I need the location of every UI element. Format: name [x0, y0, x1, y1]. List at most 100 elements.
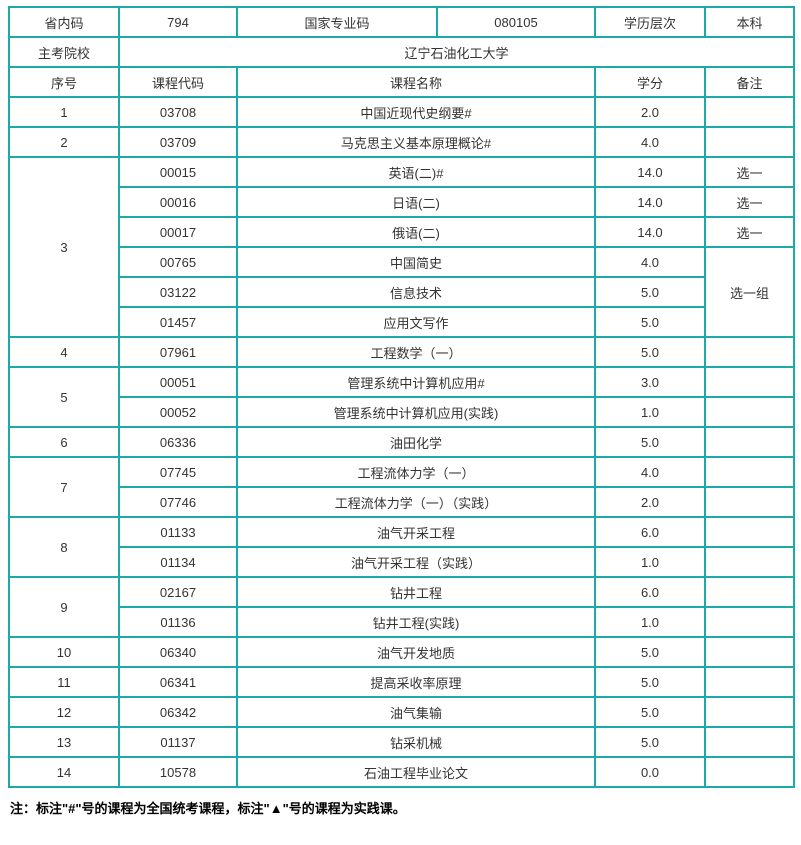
cell: [704, 126, 795, 158]
cell: 10578: [118, 756, 238, 788]
cell: 英语(二)#: [236, 156, 596, 188]
cell: 管理系统中计算机应用(实践): [236, 396, 596, 428]
cell: 14: [8, 756, 120, 788]
column-header-cell: 学分: [594, 66, 706, 98]
cell: 油气集输: [236, 696, 596, 728]
course-table-body: 省内码 794 国家专业码 080105 学历层次 本科 主考院校 辽宁石油化工大学 序号 课程代…: [8, 6, 795, 788]
cell: [704, 426, 795, 458]
table-row: 6 06336 油田化学 5.0: [8, 426, 795, 458]
column-header-cell: 备注: [704, 66, 795, 98]
cell: 01136: [118, 606, 238, 638]
cell: 00016: [118, 186, 238, 218]
cell: 01134: [118, 546, 238, 578]
cell: 0.0: [594, 756, 706, 788]
cell: 06341: [118, 666, 238, 698]
cell: 01137: [118, 726, 238, 758]
table-row: 5 00051 管理系统中计算机应用# 3.0: [8, 366, 795, 428]
cell: 选一: [704, 156, 795, 188]
cell: [704, 546, 795, 578]
meta-cell: 本科: [704, 6, 795, 38]
cell: 5.0: [594, 276, 706, 308]
cell: 5.0: [594, 636, 706, 668]
cell: 提高采收率原理: [236, 666, 596, 698]
cell: 8: [8, 516, 120, 578]
meta-row: 省内码 794 国家专业码 080105 学历层次 本科: [8, 6, 795, 38]
table-row: 07746 工程流体力学（一）（实践） 2.0: [9, 486, 795, 518]
meta-cell: 国家专业码: [236, 6, 438, 38]
cell: [704, 516, 795, 548]
table-row: 01136 钻井工程(实践) 1.0: [9, 606, 795, 638]
cell: [704, 336, 795, 368]
table-row: 03122 信息技术 5.0: [9, 276, 794, 308]
cell: 5.0: [594, 306, 706, 338]
column-header-cell: 课程名称: [236, 66, 596, 98]
cell: [704, 636, 795, 668]
cell: [704, 696, 795, 728]
cell: 5.0: [594, 726, 706, 758]
cell: [704, 486, 795, 518]
cell: 2.0: [594, 96, 706, 128]
meta-cell: 学历层次: [594, 6, 706, 38]
cell: 9: [8, 576, 120, 638]
cell: 油气开采工程: [236, 516, 596, 548]
table-row: 1 03708 中国近现代史纲要# 2.0: [8, 96, 795, 128]
cell: [704, 666, 795, 698]
cell: 03122: [118, 276, 238, 308]
table-row: 00017 俄语(二) 14.0 选一: [9, 216, 795, 248]
cell: 11: [8, 666, 120, 698]
cell: 选一: [704, 216, 795, 248]
cell: 钻井工程: [236, 576, 596, 608]
cell: 13: [8, 726, 120, 758]
cell: 俄语(二): [236, 216, 596, 248]
cell: 00015: [118, 156, 238, 188]
cell: 5.0: [594, 696, 706, 728]
table-row: 12 06342 油气集输 5.0: [8, 696, 795, 728]
cell: 管理系统中计算机应用#: [236, 366, 596, 398]
cell: 4.0: [594, 126, 706, 158]
cell: 10: [8, 636, 120, 668]
cell: 工程流体力学（一）（实践）: [236, 486, 596, 518]
cell: 00051: [118, 366, 238, 398]
meta-cell: 辽宁石油化工大学: [118, 36, 795, 68]
cell: 5.0: [594, 426, 706, 458]
cell: 00017: [118, 216, 238, 248]
meta-cell: 省内码: [8, 6, 120, 38]
table-row: 01134 油气开采工程（实践） 1.0: [9, 546, 795, 578]
footnote: 注：标注"#"号的课程为全国统考课程，标注"▲"号的课程为实践课。: [10, 801, 406, 816]
cell: [704, 726, 795, 758]
table-row: 11 06341 提高采收率原理 5.0: [8, 666, 795, 698]
table-row: 7 07745 工程流体力学（一） 4.0: [8, 456, 795, 518]
cell: 4: [8, 336, 120, 368]
cell: [704, 96, 795, 128]
cell: 油气开发地质: [236, 636, 596, 668]
cell: 油气开采工程（实践）: [236, 546, 596, 578]
cell: [704, 756, 795, 788]
cell: 4.0: [594, 246, 706, 278]
cell: 7: [8, 456, 120, 518]
table-row: 8 01133 油气开采工程 6.0: [8, 516, 795, 578]
cell: 6.0: [594, 576, 706, 608]
cell: 工程流体力学（一）: [236, 456, 596, 488]
meta-cell: 794: [118, 6, 238, 38]
cell: 钻井工程(实践): [236, 606, 596, 638]
cell: 02167: [118, 576, 238, 608]
table-row: 10 06340 油气开发地质 5.0: [8, 636, 795, 668]
cell: 07961: [118, 336, 238, 368]
cell: 5: [8, 366, 120, 428]
column-header-row: 序号 课程代码 课程名称 学分 备注: [8, 66, 795, 98]
cell: 2: [8, 126, 120, 158]
table-row: 14 10578 石油工程毕业论文 0.0: [8, 756, 795, 788]
table-row: 9 02167 钻井工程 6.0: [8, 576, 795, 638]
cell: [704, 366, 795, 398]
table-row: 4 07961 工程数学（一） 5.0: [8, 336, 795, 368]
cell: [704, 456, 795, 488]
cell: 2.0: [594, 486, 706, 518]
cell: [704, 396, 795, 428]
cell: 3.0: [594, 366, 706, 398]
cell: 日语(二): [236, 186, 596, 218]
cell: 钻采机械: [236, 726, 596, 758]
cell: 14.0: [594, 216, 706, 248]
cell: 06342: [118, 696, 238, 728]
cell: [704, 606, 795, 638]
